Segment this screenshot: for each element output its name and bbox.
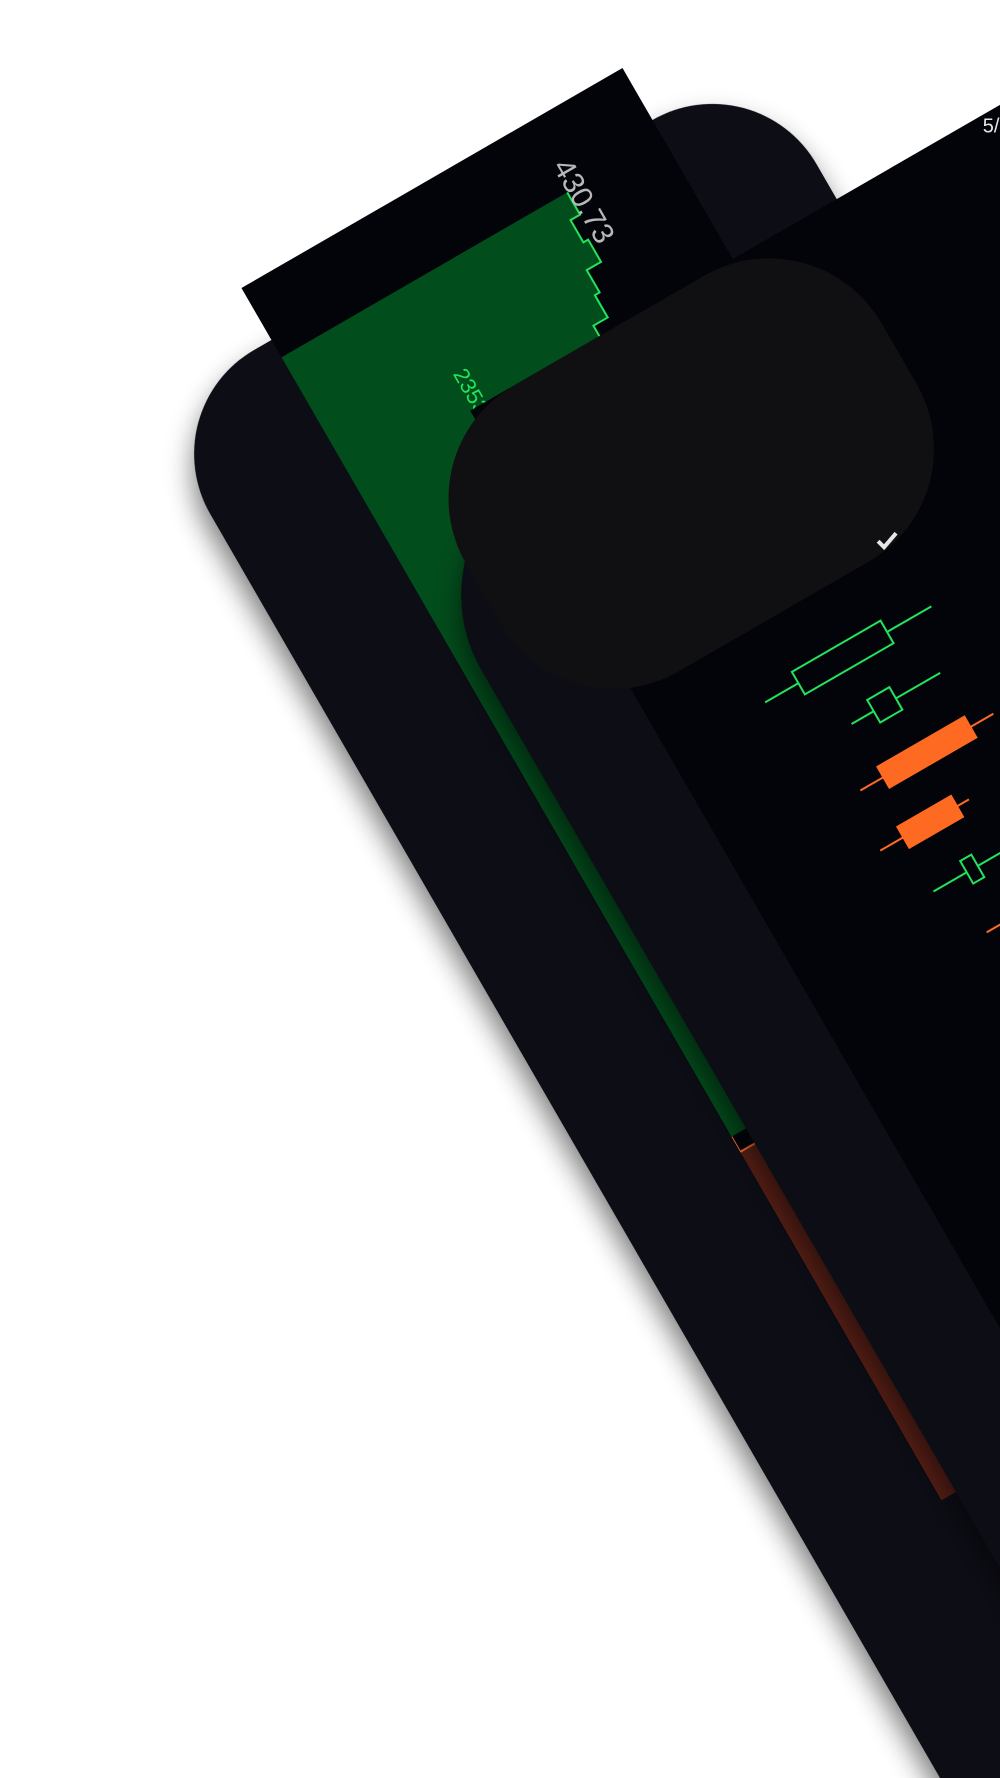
candle-body (876, 715, 978, 789)
candle-body (865, 685, 904, 724)
front-phone-screen: 5/12/20185/11/20185/10/20185/9/20185/8/2… (448, 65, 1000, 1778)
status-bar-bezel (448, 258, 935, 689)
date-axis: 5/12/20185/11/20185/10/20185/9/20185/8/2… (983, 116, 1000, 138)
check-icon (876, 531, 898, 551)
candle-body (895, 794, 965, 850)
candle-body (790, 619, 895, 696)
front-phone: 5/12/20185/11/20185/10/20185/9/20185/8/2… (448, 65, 1000, 1778)
candle-body (958, 853, 986, 885)
date-label: 5/12/2018 (983, 116, 1000, 138)
